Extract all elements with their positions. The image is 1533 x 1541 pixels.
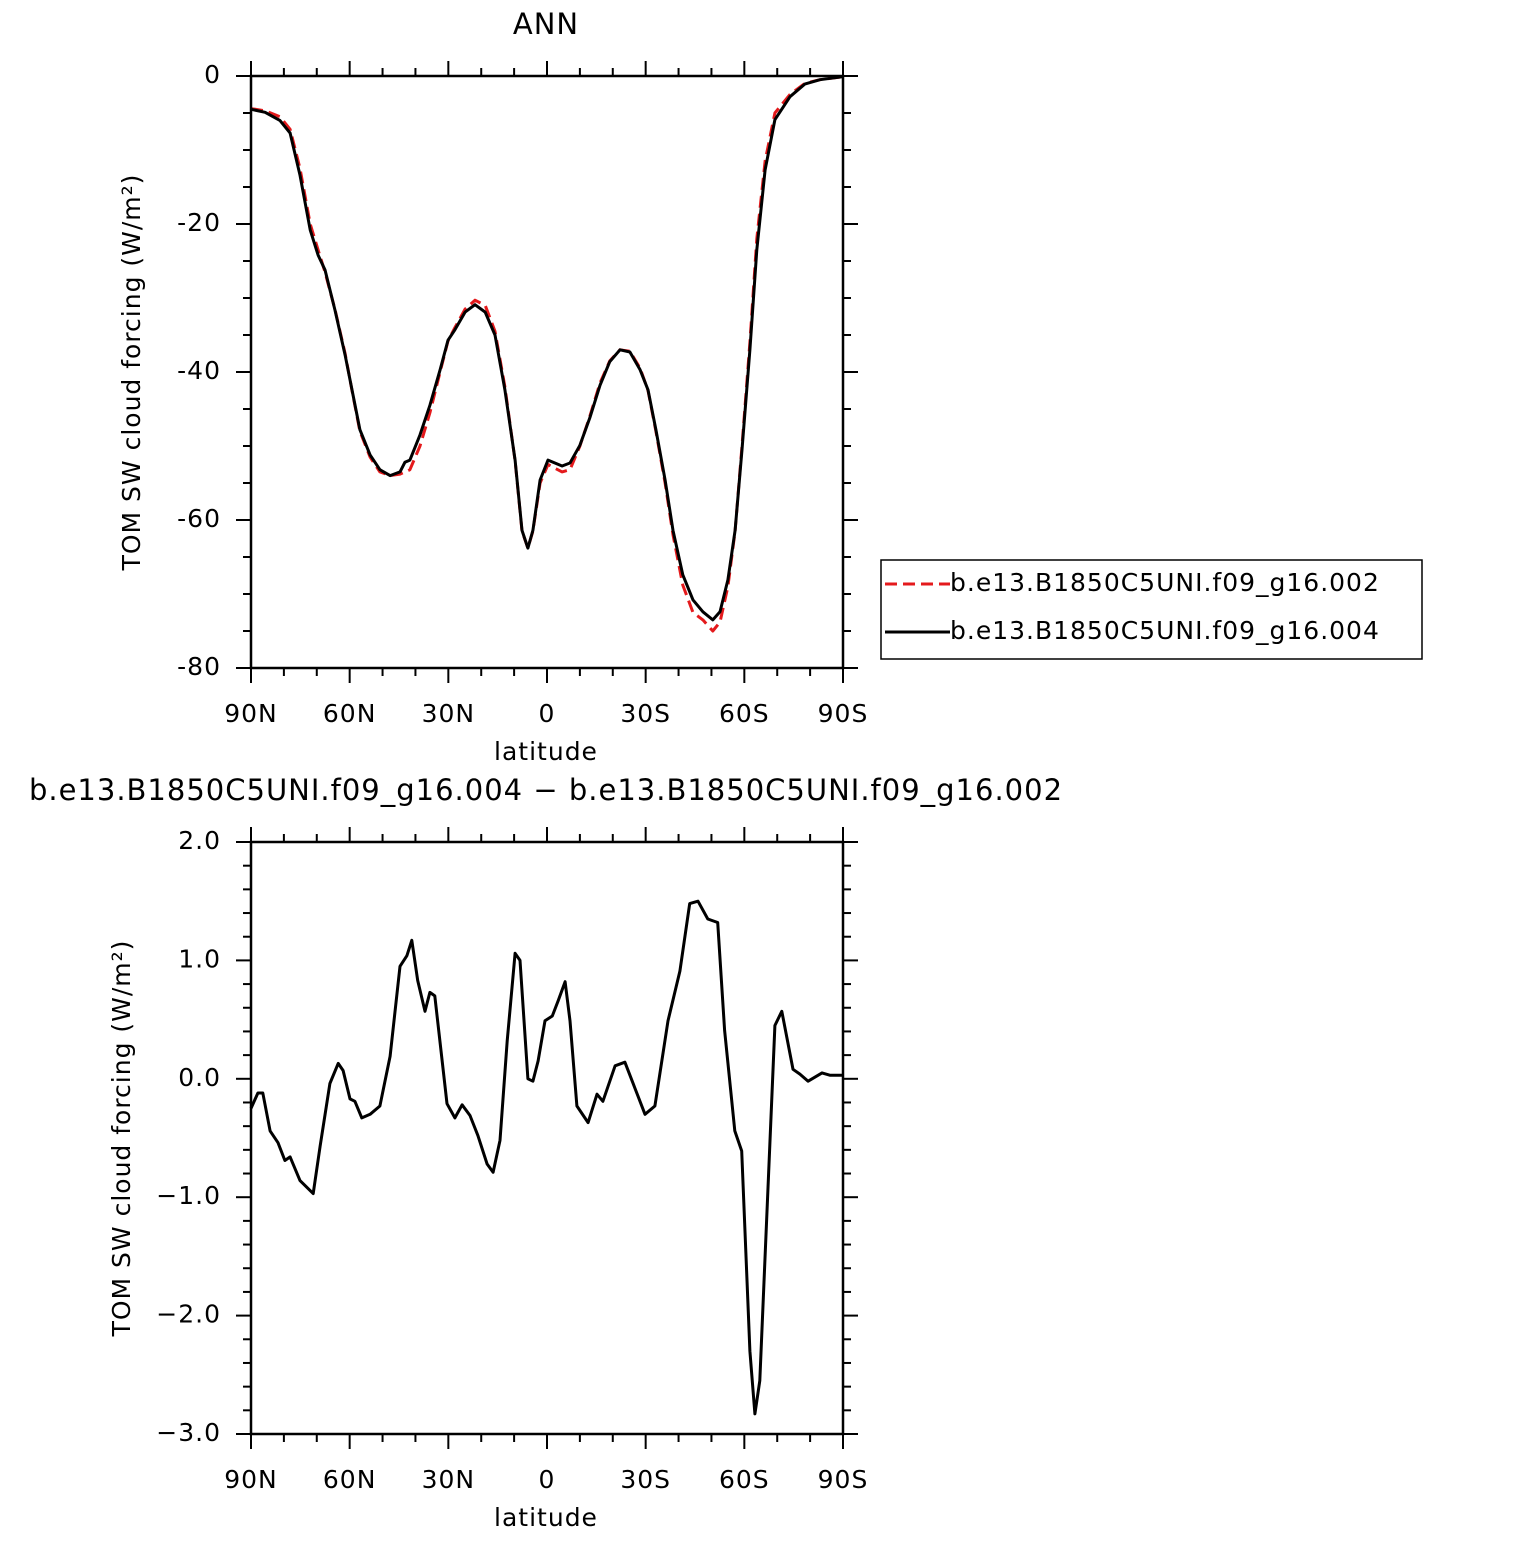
y-tick-label: −3.0 [156, 1418, 221, 1447]
legend-box [880, 559, 1423, 660]
chart-title: b.e13.B1850C5UNI.f09_g16.004 − b.e13.B18… [29, 773, 1063, 807]
x-tick-label: 30N [422, 1465, 476, 1494]
y-tick-label: -20 [177, 208, 221, 237]
legend-label: b.e13.B1850C5UNI.f09_g16.004 [950, 616, 1380, 645]
x-tick-label: 90S [818, 1465, 869, 1494]
x-tick-label: 60N [323, 699, 377, 728]
x-axis-label: latitude [494, 1503, 598, 1532]
legend-label: b.e13.B1850C5UNI.f09_g16.002 [950, 568, 1380, 597]
x-tick-label: 60N [323, 1465, 377, 1494]
x-tick-label: 90S [818, 699, 869, 728]
y-tick-label: 0 [204, 60, 221, 89]
data-line [250, 75, 844, 633]
x-tick-label: 0 [539, 699, 556, 728]
data-line [249, 899, 843, 1416]
chart-title: ANN [513, 7, 579, 41]
x-tick-label: 30S [620, 699, 671, 728]
y-tick-label: -60 [177, 504, 221, 533]
y-tick-label: -80 [177, 652, 221, 681]
x-tick-label: 30N [422, 699, 476, 728]
y-axis-label: TOM SW cloud forcing (W/m²) [107, 940, 136, 1338]
y-tick-label: 2.0 [178, 826, 221, 855]
data-line [250, 75, 844, 622]
x-tick-label: 60S [719, 1465, 770, 1494]
y-tick-label: 1.0 [178, 944, 221, 973]
y-tick-label: −1.0 [156, 1181, 221, 1210]
y-axis-label: TOM SW cloud forcing (W/m²) [117, 174, 146, 572]
y-tick-label: 0.0 [178, 1063, 221, 1092]
y-tick-label: -40 [177, 356, 221, 385]
x-axis-label: latitude [494, 737, 598, 766]
x-tick-label: 90N [224, 699, 278, 728]
x-tick-label: 0 [539, 1465, 556, 1494]
x-tick-label: 60S [719, 699, 770, 728]
plot-frame [249, 74, 845, 670]
x-tick-label: 90N [224, 1465, 278, 1494]
plot-frame [249, 840, 845, 1436]
y-tick-label: −2.0 [156, 1300, 221, 1329]
x-tick-label: 30S [620, 1465, 671, 1494]
